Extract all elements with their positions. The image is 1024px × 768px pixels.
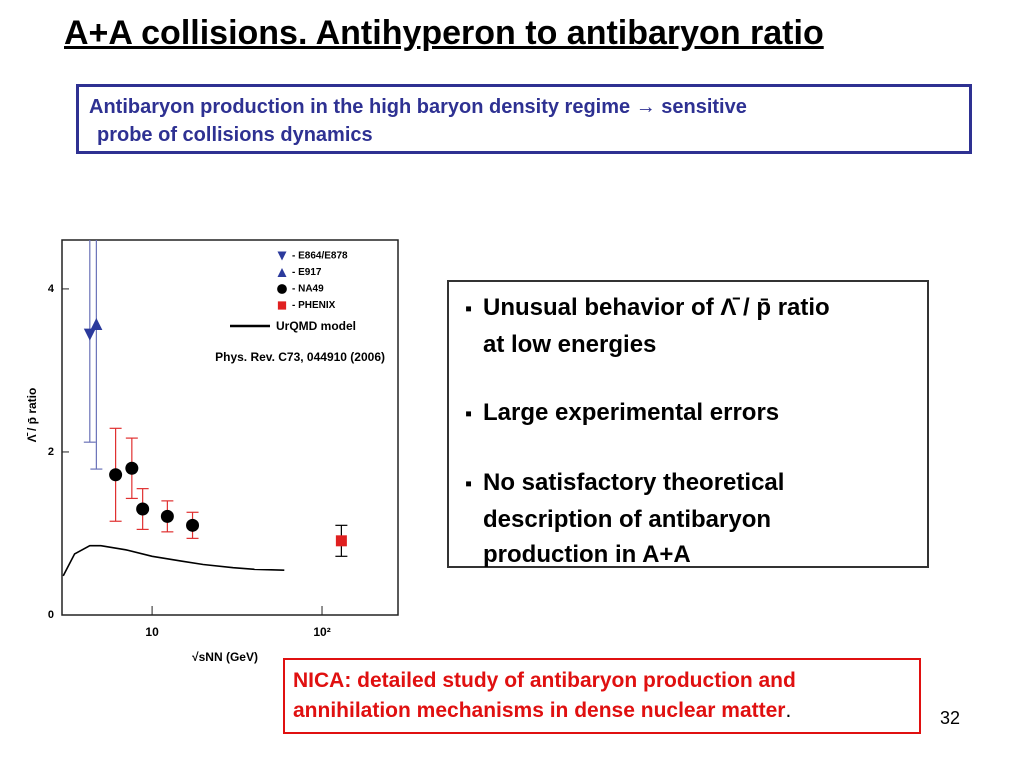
model-line	[62, 544, 285, 577]
legend-label: UrQMD model	[276, 319, 356, 333]
bullet-line: Large experimental errors	[465, 395, 927, 432]
bullet-line: No satisfactory theoretical	[465, 465, 927, 502]
legend-marker	[277, 251, 287, 261]
legend-label: - NA49	[292, 284, 324, 295]
x-axis-label: √sNN (GeV)	[192, 650, 258, 664]
data-point	[136, 502, 150, 516]
bullet-line: at low energies	[483, 331, 657, 358]
nica-text: NICA: detailed study of antibaryon produ…	[293, 669, 796, 722]
bullet: No satisfactory theoretical description o…	[465, 465, 927, 572]
legend-label: - PHENIX	[292, 300, 336, 311]
bullet-line: Unusual behavior of Λ̄ / p̄ ratio	[465, 290, 927, 327]
data-point	[125, 461, 139, 475]
nica-end: .	[785, 699, 792, 722]
legend-label: - E917	[292, 267, 322, 278]
slide-title: A+A collisions. Antihyperon to antibaryo…	[64, 14, 824, 52]
legend-marker	[277, 284, 287, 294]
y-axis-label: Λ̄ / p̄ ratio	[25, 388, 39, 443]
data-point	[109, 468, 123, 482]
nica-box: NICA: detailed study of antibaryon produ…	[283, 658, 921, 734]
data-point	[160, 509, 174, 523]
data-point	[90, 317, 103, 330]
legend-marker	[277, 268, 287, 277]
intro-line: probe of collisions dynamics	[97, 124, 373, 146]
bullet-line: production in A+A	[483, 541, 691, 568]
legend-label: - E864/E878	[292, 251, 348, 262]
x-tick-label: 10²	[313, 625, 330, 639]
intro-box: Antibaryon production in the high baryon…	[76, 84, 972, 154]
y-tick-label: 0	[48, 609, 54, 621]
data-point	[83, 328, 96, 341]
legend-marker	[277, 301, 287, 310]
bullet-line: description of antibaryon	[483, 506, 772, 533]
bullet: Unusual behavior of Λ̄ / p̄ ratio at low …	[465, 290, 927, 362]
x-tick-label: 10	[145, 625, 159, 639]
intro-line: Antibaryon production in the high baryon…	[89, 96, 747, 118]
page-number: 32	[940, 708, 961, 728]
plot-frame	[61, 239, 399, 616]
chart-annotation: Phys. Rev. C73, 044910 (2006)	[215, 350, 385, 364]
bullet: Large experimental errors	[465, 395, 927, 432]
data-point	[186, 518, 200, 532]
bullet-box: Unusual behavior of Λ̄ / p̄ ratio at low …	[447, 280, 929, 568]
y-tick-label: 2	[48, 446, 54, 458]
data-point	[335, 535, 347, 547]
y-tick-label: 4	[48, 283, 55, 295]
